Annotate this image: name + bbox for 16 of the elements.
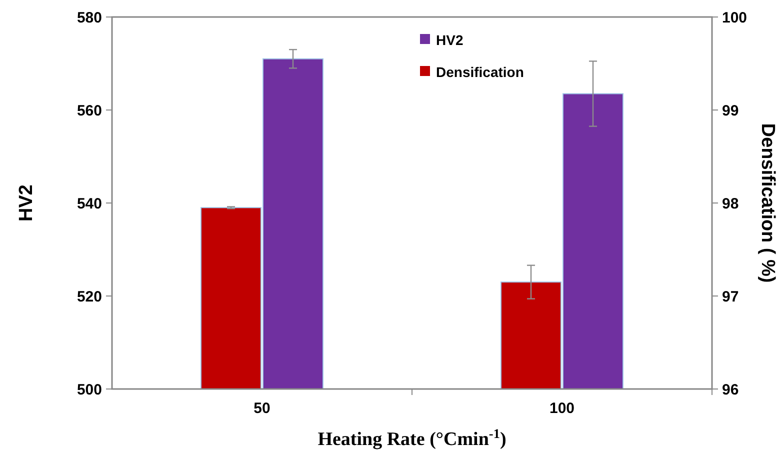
y2-tick-label: 97 xyxy=(722,288,739,306)
legend-label: HV2 xyxy=(436,32,464,48)
x-tick-label: 50 xyxy=(254,400,270,417)
legend-label: Densification xyxy=(436,64,524,80)
y2-tick-label: 96 xyxy=(722,381,739,398)
y-tick-label: 520 xyxy=(76,288,102,306)
y-tick-label: 580 xyxy=(76,9,102,26)
x-axis-title: Heating Rate (°Cmin$^{-1}$) xyxy=(318,426,506,450)
y2-tick-label: 100 xyxy=(722,9,748,26)
y-axis-title: HV2 xyxy=(16,184,37,222)
y-tick-label: 500 xyxy=(76,381,102,398)
y2-tick-label: 98 xyxy=(722,195,739,212)
y2-tick-label: 99 xyxy=(722,102,739,120)
y-tick-label: 560 xyxy=(76,102,102,120)
y2-axis-title: Densification ( %) xyxy=(757,123,778,283)
y-tick-label: 540 xyxy=(76,195,102,212)
